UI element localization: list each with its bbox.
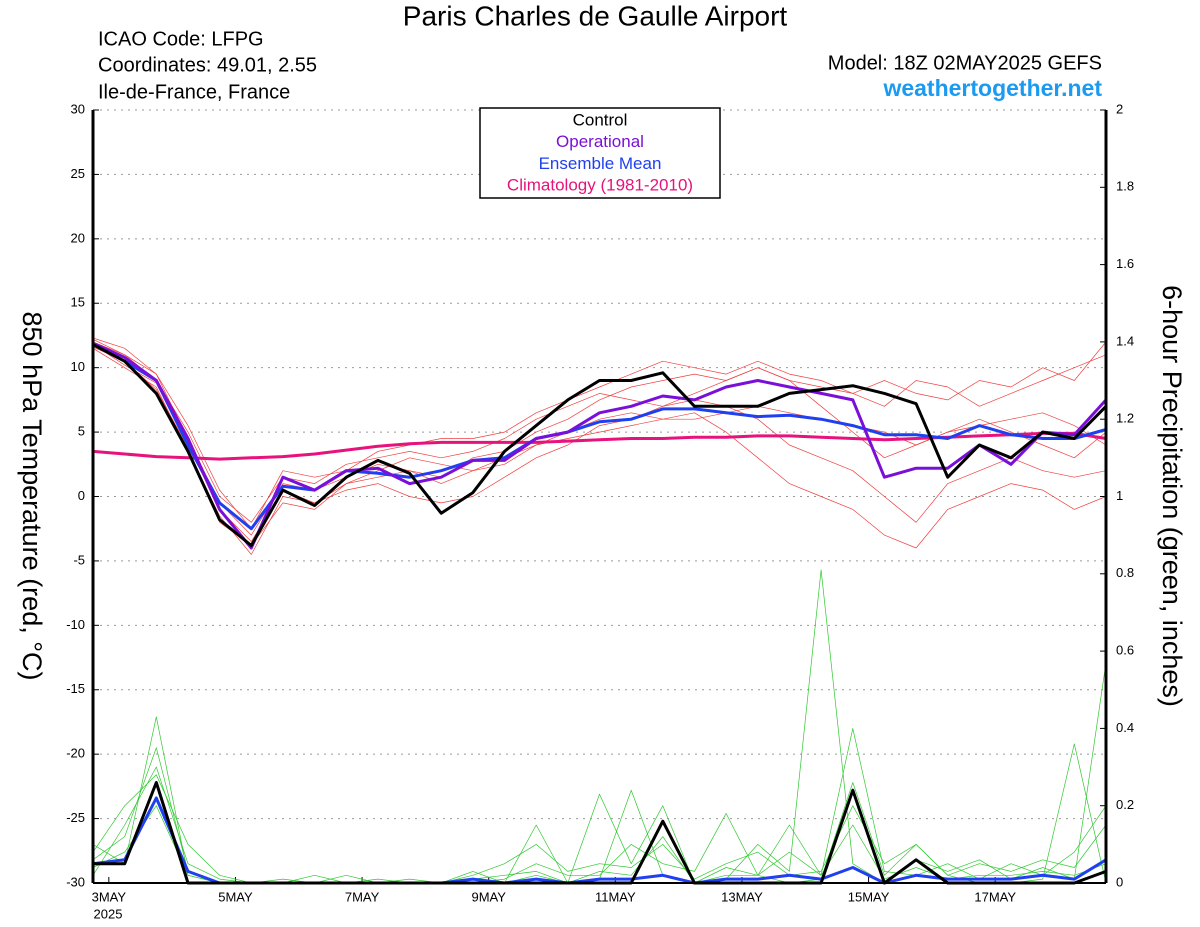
icao-code: ICAO Code: LFPG (98, 28, 264, 50)
y2-tick-label: 0.6 (1116, 643, 1134, 658)
y-tick-label: 30 (71, 101, 85, 116)
legend-entry: Control (573, 110, 628, 129)
y2-tick-label: 0.4 (1116, 720, 1134, 735)
y-tick-label: -15 (66, 681, 85, 696)
y2-tick-label: 1 (1116, 488, 1123, 503)
y-tick-label: -30 (66, 874, 85, 889)
member-line (92, 346, 1107, 546)
y-tick-label: -5 (73, 552, 85, 567)
member-line (92, 716, 1107, 884)
y2-tick-label: 0.2 (1116, 797, 1134, 812)
x-tick-label: 9MAY (471, 889, 506, 904)
legend-entry: Ensemble Mean (539, 154, 662, 173)
region: Ile-de-France, France (98, 81, 290, 103)
chart-title: Paris Charles de Gaulle Airport (403, 0, 788, 31)
site-name: weathertogether.net (882, 75, 1102, 101)
member-line (92, 796, 1107, 885)
x-sublabel: 2025 (94, 906, 123, 921)
y-tick-label: -25 (66, 810, 85, 825)
y2-tick-label: 1.6 (1116, 256, 1134, 271)
legend-entry: Operational (556, 132, 644, 151)
x-tick-label: 13MAY (721, 889, 763, 904)
y-tick-label: -20 (66, 746, 85, 761)
member-line (92, 338, 1107, 536)
y2-axis-label: 6-hour Precipitation (green, inches) (1157, 285, 1187, 707)
y-axis-label: 850 hPa Temperature (red, °C) (17, 312, 47, 681)
x-tick-label: 15MAY (848, 889, 890, 904)
legend-box (479, 107, 721, 199)
member-line (92, 728, 1107, 884)
y2-tick-label: 1.2 (1116, 411, 1134, 426)
y2-tick-label: 1.8 (1116, 179, 1134, 194)
y-tick-label: 15 (71, 295, 85, 310)
x-tick-label: 3MAY (92, 889, 127, 904)
member-line (92, 344, 1107, 542)
series-line (92, 343, 1108, 547)
y2-tick-label: 1.4 (1116, 333, 1134, 348)
legend-entry: Climatology (1981-2010) (507, 176, 693, 195)
member-line (92, 348, 1107, 555)
y-tick-label: 25 (71, 166, 85, 181)
member-line (93, 781, 1107, 885)
y-tick-label: 5 (78, 424, 85, 439)
x-tick-label: 7MAY (345, 889, 380, 904)
coordinates: Coordinates: 49.01, 2.55 (98, 54, 317, 76)
x-tick-label: 11MAY (595, 889, 636, 904)
y-tick-label: 0 (78, 488, 85, 503)
y2-tick-label: 2 (1116, 101, 1123, 116)
y2-tick-label: 0.8 (1116, 565, 1134, 580)
member-line (92, 337, 1107, 530)
y-tick-label: 10 (71, 359, 85, 374)
y-tick-label: -10 (66, 617, 85, 632)
series-line (92, 343, 1107, 531)
x-tick-label: 5MAY (218, 889, 253, 904)
y-tick-label: 20 (71, 230, 85, 245)
y2-tick-label: 0 (1116, 874, 1123, 889)
x-tick-label: 17MAY (974, 889, 1016, 904)
member-line (92, 805, 1107, 884)
member-line (92, 569, 1107, 884)
model-info: Model: 18Z 02MAY2025 GEFS (828, 52, 1102, 74)
